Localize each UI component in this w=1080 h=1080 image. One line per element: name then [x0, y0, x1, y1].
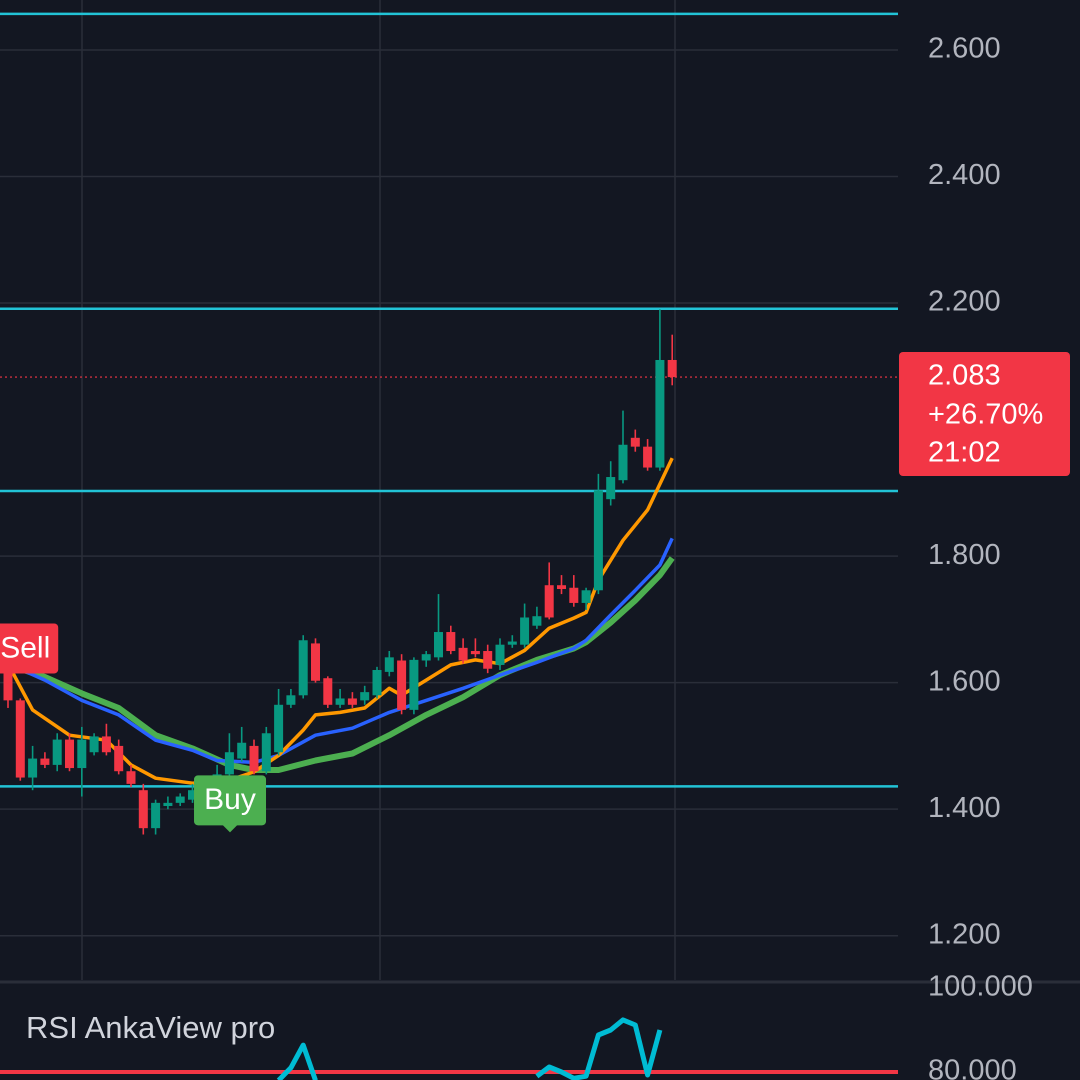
- candle-body: [89, 736, 99, 753]
- y-tick-label: 2.400: [928, 159, 1001, 191]
- candle-body: [163, 802, 173, 807]
- candle-body: [298, 640, 308, 696]
- y-tick-label: 1.800: [928, 539, 1001, 571]
- y-tick-label: 1.400: [928, 792, 1001, 824]
- candle-body: [384, 657, 394, 672]
- y-tick-label: 2.200: [928, 286, 1001, 318]
- signal-pointer: [222, 824, 239, 833]
- candle-body: [667, 359, 677, 378]
- candle-body: [446, 632, 456, 652]
- candle-body: [483, 651, 493, 669]
- candle-body: [237, 742, 247, 759]
- moving-average: [7, 556, 675, 773]
- candle-body: [544, 585, 554, 618]
- rsi-tick-label: 100.000: [928, 971, 1033, 1003]
- candle-body: [593, 490, 603, 591]
- rsi-tick-label: 80.000: [928, 1055, 1017, 1080]
- signal-1: Buy: [194, 775, 267, 833]
- candle-body: [421, 654, 431, 661]
- candle-body: [138, 790, 148, 829]
- candle-body: [520, 617, 530, 645]
- candle-body: [618, 444, 628, 481]
- y-tick-label: 1.200: [928, 918, 1001, 950]
- rsi-panel: [0, 1017, 898, 1080]
- candle-body: [372, 669, 382, 696]
- candle-body: [569, 587, 579, 603]
- candle-body: [126, 771, 136, 784]
- signal-box: [0, 623, 59, 674]
- candle-body: [409, 659, 419, 710]
- candle-body: [65, 739, 74, 769]
- signal-label: Sell: [0, 631, 50, 664]
- candle-body: [581, 590, 591, 603]
- y-tick-label: 1.600: [928, 665, 1001, 697]
- rsi-line: [276, 1017, 663, 1080]
- candle-body: [347, 698, 357, 705]
- countdown: 21:02: [928, 437, 1001, 469]
- candle-body: [261, 733, 271, 772]
- price-box: [899, 352, 1070, 476]
- candle-body: [655, 359, 665, 468]
- candle-body: [101, 736, 111, 753]
- change: +26.70%: [928, 399, 1043, 431]
- candle-body: [360, 692, 370, 701]
- candle-body: [3, 664, 13, 701]
- candle-body: [495, 644, 505, 665]
- y-tick-label: 2.600: [928, 33, 1001, 65]
- candle-body: [249, 745, 259, 772]
- candle-body: [311, 643, 320, 681]
- price-label: 2.083 +26.70% 21:02: [899, 352, 1070, 476]
- candle-body: [397, 660, 407, 710]
- candle-body: [175, 796, 185, 803]
- candle-body: [224, 752, 234, 775]
- candle-body: [151, 802, 161, 829]
- candle-body: [52, 739, 62, 765]
- candle-body: [77, 739, 87, 769]
- price-axis: 2.600 2.400 2.200 1.800 1.600 1.400 1.200 2.083…: [899, 33, 1070, 1080]
- candle-body: [557, 585, 566, 590]
- candle-body: [40, 758, 50, 765]
- last-price: 2.083: [928, 360, 1001, 392]
- candle-body: [507, 641, 517, 645]
- candle-body: [188, 790, 197, 800]
- candle-body: [606, 477, 616, 500]
- moving-average: [7, 537, 674, 765]
- candle-body: [114, 745, 124, 772]
- candle-body: [335, 698, 345, 705]
- candle-body: [532, 616, 542, 626]
- candle-body: [28, 758, 38, 778]
- rsi-title: RSI AnkaView pro: [26, 1010, 275, 1045]
- candle-body: [15, 700, 25, 778]
- candle-body: [630, 437, 640, 447]
- signal-0: Sell: [0, 623, 59, 674]
- candle-body: [274, 704, 284, 753]
- candle-body: [434, 632, 443, 658]
- candle-body: [323, 678, 333, 705]
- candle-body: [470, 651, 480, 655]
- candle-body: [286, 695, 296, 705]
- signal-box: [194, 775, 267, 826]
- signal-label: Buy: [204, 783, 256, 816]
- price-panel: Sell Buy: [0, 12, 898, 937]
- candle-body: [458, 647, 468, 661]
- candle-body: [643, 446, 653, 468]
